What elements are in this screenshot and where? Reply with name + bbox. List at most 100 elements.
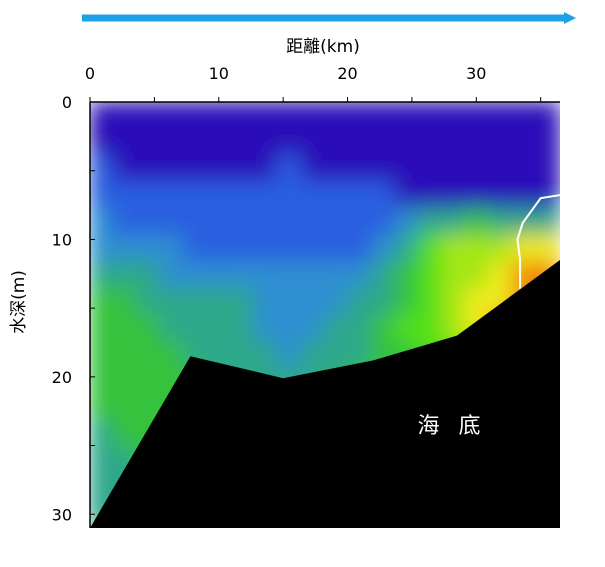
heat-cell	[512, 154, 538, 183]
heat-cell	[183, 314, 209, 343]
heat-cell	[535, 102, 560, 130]
heat-cell	[394, 287, 420, 316]
heat-cell	[253, 340, 279, 370]
heat-cell	[394, 234, 420, 263]
heat-cell	[300, 287, 326, 316]
heat-cell	[136, 127, 162, 157]
y-tick-label: 0	[62, 93, 72, 112]
heat-cell	[394, 260, 420, 290]
heat-cell	[183, 207, 209, 237]
heat-cell	[371, 154, 397, 183]
heat-cell	[277, 207, 303, 237]
heat-cell	[90, 393, 115, 423]
heat-cell	[277, 314, 303, 343]
heat-cell	[112, 260, 138, 290]
heat-cell	[465, 287, 491, 316]
x-tick-label: 30	[466, 64, 486, 83]
heat-cell	[159, 180, 185, 210]
contour-line	[516, 193, 567, 289]
heat-cell	[347, 154, 373, 183]
heat-cell	[371, 260, 397, 290]
x-axis-title: 距離(km)	[286, 37, 360, 57]
heat-cell	[183, 102, 209, 130]
heat-cell	[136, 367, 162, 396]
heat-cell	[136, 314, 162, 343]
heat-cell	[512, 207, 538, 237]
heat-cell	[183, 260, 209, 290]
heat-cell	[371, 180, 397, 210]
heat-cell	[418, 102, 444, 130]
heat-cell	[112, 367, 138, 396]
heat-cell	[206, 127, 232, 157]
heat-cell	[230, 287, 256, 316]
heat-cell	[324, 287, 350, 316]
heat-cell	[394, 154, 420, 183]
heat-cell	[112, 420, 138, 450]
heat-cell	[159, 102, 185, 130]
heat-cell	[90, 420, 115, 450]
heat-cell	[535, 154, 560, 183]
heat-cell	[253, 314, 279, 343]
heat-cell	[90, 180, 115, 210]
heat-cell	[324, 102, 350, 130]
heat-cell	[159, 287, 185, 316]
heat-cell	[136, 340, 162, 370]
heat-cell	[230, 207, 256, 237]
heat-cell	[441, 287, 467, 316]
heat-cell	[159, 260, 185, 290]
heat-cell	[488, 127, 514, 157]
heat-cell	[230, 154, 256, 183]
heat-cell	[253, 260, 279, 290]
x-ticks: 0 10 20 30	[85, 64, 542, 102]
heat-cell	[324, 207, 350, 237]
heat-cell	[488, 260, 514, 290]
heat-cell	[206, 314, 232, 343]
heat-cell	[206, 260, 232, 290]
heat-cell	[347, 102, 373, 130]
heat-cell	[488, 154, 514, 183]
seafloor-label: 海 底	[418, 414, 487, 439]
heat-cell	[512, 234, 538, 263]
heat-cell	[230, 127, 256, 157]
heat-cell	[206, 207, 232, 237]
heat-cell	[253, 127, 279, 157]
heatmap-field	[90, 102, 560, 528]
heat-cell	[230, 260, 256, 290]
heat-cell	[300, 340, 326, 370]
heat-cell	[300, 314, 326, 343]
heat-cell	[112, 340, 138, 370]
heat-cell	[277, 287, 303, 316]
heat-cell	[159, 127, 185, 157]
heat-cell	[277, 234, 303, 263]
heat-cell	[90, 447, 115, 476]
x-tick-label: 20	[337, 64, 357, 83]
heat-cell	[465, 154, 491, 183]
heat-cell	[159, 207, 185, 237]
heat-cell	[112, 314, 138, 343]
heat-cell	[465, 207, 491, 237]
heat-cell	[253, 180, 279, 210]
heat-cell	[206, 287, 232, 316]
seafloor-shape	[90, 260, 560, 528]
heat-cell	[136, 102, 162, 130]
heat-cell	[230, 314, 256, 343]
heat-cell	[183, 180, 209, 210]
heat-cell	[347, 314, 373, 343]
heat-cell	[112, 127, 138, 157]
heat-cell	[230, 102, 256, 130]
heat-cell	[418, 180, 444, 210]
heat-cell	[183, 154, 209, 183]
heat-cell	[418, 234, 444, 263]
heat-cell	[90, 234, 115, 263]
heat-cell	[206, 234, 232, 263]
heat-cell	[90, 367, 115, 396]
heat-cell	[441, 127, 467, 157]
heat-cell	[112, 154, 138, 183]
heat-cell	[230, 340, 256, 370]
heat-cell	[159, 234, 185, 263]
heat-cell	[112, 287, 138, 316]
heat-cell	[371, 207, 397, 237]
heat-cell	[441, 207, 467, 237]
heat-cell	[324, 154, 350, 183]
